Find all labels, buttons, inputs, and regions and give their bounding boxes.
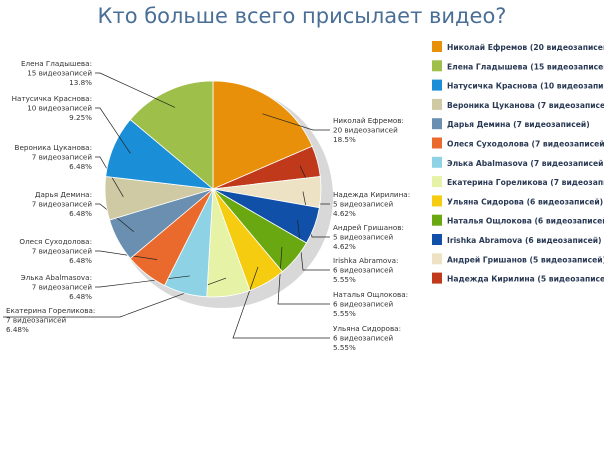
slice-leader-line [262, 113, 330, 131]
legend-item: Элька Abalmasova (7 видеозаписей) [447, 159, 604, 168]
slice-label: Елена Гладышева: 15 видеозаписей 13.8% [21, 59, 92, 87]
slice-leader-line [277, 246, 330, 305]
slice-label: Наталья Ощлокова: 6 видеозаписей 5.55% [333, 290, 408, 318]
legend-swatch [432, 156, 442, 168]
legend-item: Наталья Ощлокова (6 видеозаписей) [447, 217, 604, 226]
legend-swatch [432, 234, 442, 245]
legend-item: Андрей Гришанов (5 видеозаписей) [447, 255, 604, 264]
legend-swatch [432, 60, 442, 72]
legend-swatch [432, 214, 442, 226]
legend-item: Натусичка Краснова (10 видеозаписей) [447, 82, 604, 91]
legend-item: Николай Ефремов (20 видеозаписей) [447, 43, 604, 52]
legend-item: Irishka Abramova (6 видеозаписей) [447, 236, 602, 245]
legend-item: Надежда Кирилина (5 видеозаписей) [447, 275, 604, 284]
slice-label: Николай Ефремов: 20 видеозаписей 18.5% [333, 116, 404, 144]
legend-item: Ульяна Сидорова (6 видеозаписей) [447, 197, 603, 206]
slice-label: Олеся Суходолова: 7 видеозаписей 6.48% [19, 237, 92, 265]
slice-label: Екатерина Гореликова: 7 видеозаписей 6.48% [6, 306, 95, 334]
slice-leader-line [95, 72, 176, 108]
legend-item: Дарья Демина (7 видеозаписей) [447, 120, 590, 129]
slice-leader-line [95, 107, 131, 154]
slice-label: Вероника Цуканова: 7 видеозаписей 6.48% [15, 143, 93, 171]
slice-label: Элька Abalmasova: 7 видеозаписей 6.48% [21, 273, 93, 301]
legend-swatch [432, 98, 442, 110]
slice-label: Ульяна Сидорова: 6 видеозаписей 5.55% [333, 324, 401, 352]
legend-swatch [432, 118, 442, 130]
legend-item: Вероника Цуканова (7 видеозаписей) [447, 101, 604, 110]
slice-label: Натусичка Краснова: 10 видеозаписей 9.25% [12, 94, 93, 122]
legend-item: Екатерина Гореликова (7 видеозаписей) [447, 178, 604, 187]
pie-slice [212, 80, 313, 190]
legend-item: Олеся Суходолова (7 видеозаписей) [447, 140, 604, 149]
slice-label: Андрей Гришанов: 5 видеозаписей 4.62% [333, 223, 404, 251]
legend-swatch [432, 253, 442, 265]
slice-leader-line [95, 156, 124, 198]
legend-swatch [432, 41, 442, 52]
legend-swatch [432, 272, 442, 284]
slice-leader-line [95, 203, 135, 232]
pie-slice [129, 80, 214, 190]
slice-label: Irishka Abramova: 6 видеозаписей 5.55% [333, 256, 398, 284]
legend-swatch [432, 195, 442, 207]
legend-item: Елена Гладышева (15 видеозаписей) [447, 62, 604, 71]
legend-swatch [432, 176, 442, 188]
slice-label: Надежда Кирилина: 5 видеозаписей 4.62% [333, 190, 410, 218]
slice-leader-line [297, 219, 330, 271]
chart-title: Кто больше всего присылает видео? [97, 4, 507, 28]
slice-label: Дарья Демина: 7 видеозаписей 6.48% [32, 190, 93, 218]
legend-swatch [432, 79, 442, 91]
legend-swatch [432, 137, 442, 149]
slice-leader-line [95, 250, 158, 260]
